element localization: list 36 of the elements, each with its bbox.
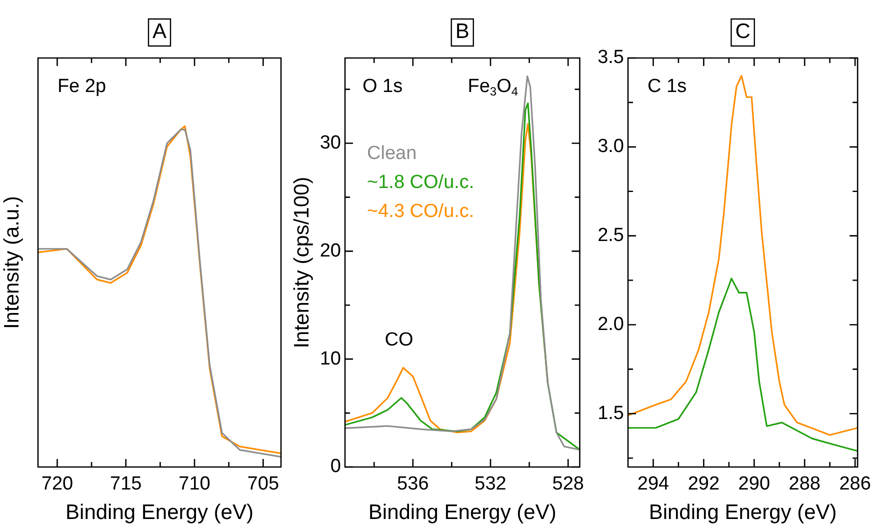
annotation: O 1s [362, 76, 403, 97]
text: Clean [367, 143, 417, 164]
x-tick-label: 288 [788, 474, 820, 495]
x-tick-label: 286 [839, 474, 871, 495]
x-tick-label: 536 [397, 474, 429, 495]
x-tick-label: 710 [178, 474, 210, 495]
x-tick-label: 292 [688, 474, 720, 495]
y-axis-title: Intensity (cps/100) [290, 176, 314, 348]
x-tick-label: 294 [637, 474, 670, 495]
y-tick-label: 20 [320, 240, 341, 262]
y-tick-label: 0 [330, 456, 341, 478]
x-axis-title: Binding Energy (eV) [368, 501, 556, 524]
chart-title: B [455, 20, 470, 43]
x-tick-label: 290 [738, 474, 770, 495]
y-tick-label: 10 [320, 348, 341, 370]
y-tick-label: 3.0 [598, 136, 624, 158]
y-axis-title: Intensity (a.u.) [0, 196, 24, 330]
chart-title: A [152, 20, 167, 43]
text: ~1.8 CO/u.c. [367, 172, 474, 194]
x-tick-label: 528 [552, 474, 584, 495]
y-tick-label: 2.0 [598, 314, 624, 335]
text: Fe 2p [57, 76, 106, 97]
text: ~4.3 CO/u.c. [367, 201, 474, 222]
y-tick-label: 30 [320, 132, 341, 154]
x-tick-label: 715 [110, 474, 142, 495]
x-tick-label: 532 [474, 474, 506, 495]
annotation: C 1s [648, 76, 687, 97]
x-axis-title: Binding Energy (eV) [66, 501, 254, 524]
y-tick-label: 1.5 [598, 402, 624, 424]
y-tick-label: 3.5 [598, 47, 624, 68]
y-tick-label: 2.5 [598, 225, 624, 246]
x-tick-label: 705 [247, 474, 280, 495]
x-tick-label: 720 [41, 474, 74, 495]
annotation: CO [384, 329, 414, 350]
x-axis-title: Binding Energy (eV) [648, 501, 837, 524]
chart-title: C [735, 20, 750, 43]
